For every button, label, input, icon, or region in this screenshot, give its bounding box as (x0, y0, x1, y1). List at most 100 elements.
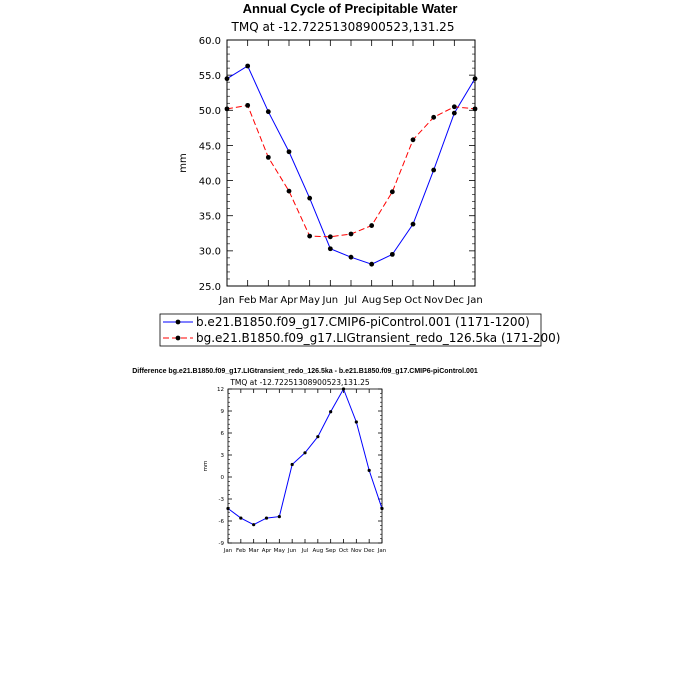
series-1-line (227, 387, 383, 526)
series-1-point (451, 110, 457, 116)
series-1-point (286, 149, 292, 155)
x-tick-label: Apr (262, 548, 272, 554)
x-tick-label: Dec (364, 548, 375, 554)
chart-2-plot-frame (227, 388, 383, 544)
series-2-point (224, 106, 230, 112)
chart-2-title: Difference bg.e21.B1850.f09_g17.LIGtrans… (132, 368, 478, 375)
legend-label-series-2: bg.e21.B1850.f09_g17.LIGtransient_redo_1… (196, 331, 560, 345)
series-1-point (410, 221, 416, 227)
series-1-point (264, 516, 269, 520)
x-tick-label: Mar (259, 295, 279, 306)
y-tick-label: -3 (219, 497, 225, 503)
series-2-point (327, 234, 333, 240)
x-tick-label: Jan (466, 295, 482, 306)
series-2-line (226, 104, 476, 238)
x-tick-label: Jan (218, 295, 234, 306)
series-2-point (389, 189, 395, 195)
chart-2-y-axis-label: mm (203, 461, 209, 472)
series-1-point (367, 468, 371, 472)
x-tick-label: Sep (325, 548, 336, 554)
legend-marker-series-1 (175, 319, 181, 325)
series-1-point (252, 523, 256, 527)
x-tick-label: May (274, 548, 286, 554)
x-tick-label: Jul (301, 548, 309, 554)
series-1-point (277, 515, 281, 519)
legend-label-series-1: b.e21.B1850.f09_g17.CMIP6-piControl.001 … (196, 315, 530, 329)
y-tick-label: 45.0 (199, 141, 221, 152)
chart-1-y-tick-labels: 25.0 30.0 35.0 40.0 45.0 50.0 55.0 60.0 (199, 36, 221, 293)
series-1-point (303, 451, 307, 455)
x-tick-label: Nov (351, 548, 362, 554)
y-tick-label: 6 (221, 431, 225, 437)
chart-1-ticks (226, 39, 476, 287)
chart-1-x-tick-labels: Jan Feb Mar Apr May Jun Jul Aug Sep Oct Nov Dec Jan (218, 295, 482, 306)
x-tick-label: Jan (223, 548, 233, 554)
series-2-point (369, 223, 375, 228)
chart-1-title: Annual Cycle of Precipitable Water (243, 1, 458, 16)
y-tick-label: 35.0 (199, 212, 221, 223)
chart-1-series (224, 63, 478, 267)
x-tick-label: Jul (344, 295, 357, 306)
y-tick-label: 25.0 (199, 282, 221, 293)
series-1-point (245, 63, 251, 69)
chart-2-series (226, 387, 384, 527)
x-tick-label: Jun (322, 295, 339, 306)
series-1-point (239, 516, 243, 520)
x-tick-label: Feb (236, 548, 246, 554)
x-tick-label: Feb (239, 295, 257, 306)
x-tick-label: May (299, 295, 320, 306)
x-tick-label: Apr (280, 295, 298, 306)
x-tick-label: Oct (404, 295, 421, 306)
series-1-point (341, 387, 346, 391)
chart-2-subtitle: TMQ at -12.72251308900523,131.25 (229, 378, 370, 387)
chart-2-ticks (227, 388, 383, 544)
series-1-point (431, 167, 437, 173)
chart-1-subtitle: TMQ at -12.72251308900523,131.25 (231, 20, 455, 34)
y-tick-label: 9 (221, 409, 225, 415)
series-2-point (431, 114, 437, 120)
series-2-point (348, 231, 354, 237)
chart-1-plot-frame (226, 39, 476, 287)
series-1-point (327, 246, 333, 252)
series-2-point (410, 137, 416, 143)
series-1-point (472, 76, 478, 82)
series-1-point (389, 251, 395, 257)
y-tick-label: 60.0 (199, 36, 221, 47)
series-1-point (369, 261, 375, 267)
series-1-point (224, 76, 230, 82)
chart-1-y-axis-label: mm (178, 153, 189, 172)
x-tick-label: Nov (424, 295, 444, 306)
series-2-point (245, 102, 251, 108)
chart-1: Annual Cycle of Precipitable Water TMQ a… (159, 1, 560, 347)
legend-marker-series-2 (175, 335, 181, 341)
y-tick-label: 55.0 (199, 71, 221, 82)
series-2-point (307, 233, 313, 239)
series-1-point (226, 506, 230, 511)
x-tick-label: Aug (312, 548, 323, 554)
y-tick-label: 40.0 (199, 176, 221, 187)
x-tick-label: Dec (445, 295, 464, 306)
series-1-point (265, 109, 271, 115)
y-tick-label: 12 (217, 387, 224, 393)
y-tick-label: 50.0 (199, 106, 221, 117)
y-tick-label: 3 (221, 453, 225, 459)
series-1-point (290, 462, 294, 467)
series-1-point (307, 195, 313, 201)
x-tick-label: Jun (287, 548, 297, 554)
chart-2: Difference bg.e21.B1850.f09_g17.LIGtrans… (132, 368, 478, 554)
y-tick-label: -9 (219, 541, 225, 547)
series-1-point (380, 506, 384, 511)
x-tick-label: Jan (377, 548, 387, 554)
x-tick-label: Sep (383, 295, 402, 306)
series-2-point (265, 154, 271, 160)
series-2-point (472, 106, 478, 112)
y-tick-label: 30.0 (199, 247, 221, 258)
series-1-point (348, 254, 354, 260)
series-1-point (316, 435, 320, 439)
series-1-point (329, 410, 333, 414)
chart-2-y-tick-labels: -9 -6 -3 0 3 6 9 12 (217, 387, 225, 547)
x-tick-label: Aug (362, 295, 382, 306)
series-2-point (286, 188, 292, 194)
chart-1-legend (159, 313, 542, 347)
